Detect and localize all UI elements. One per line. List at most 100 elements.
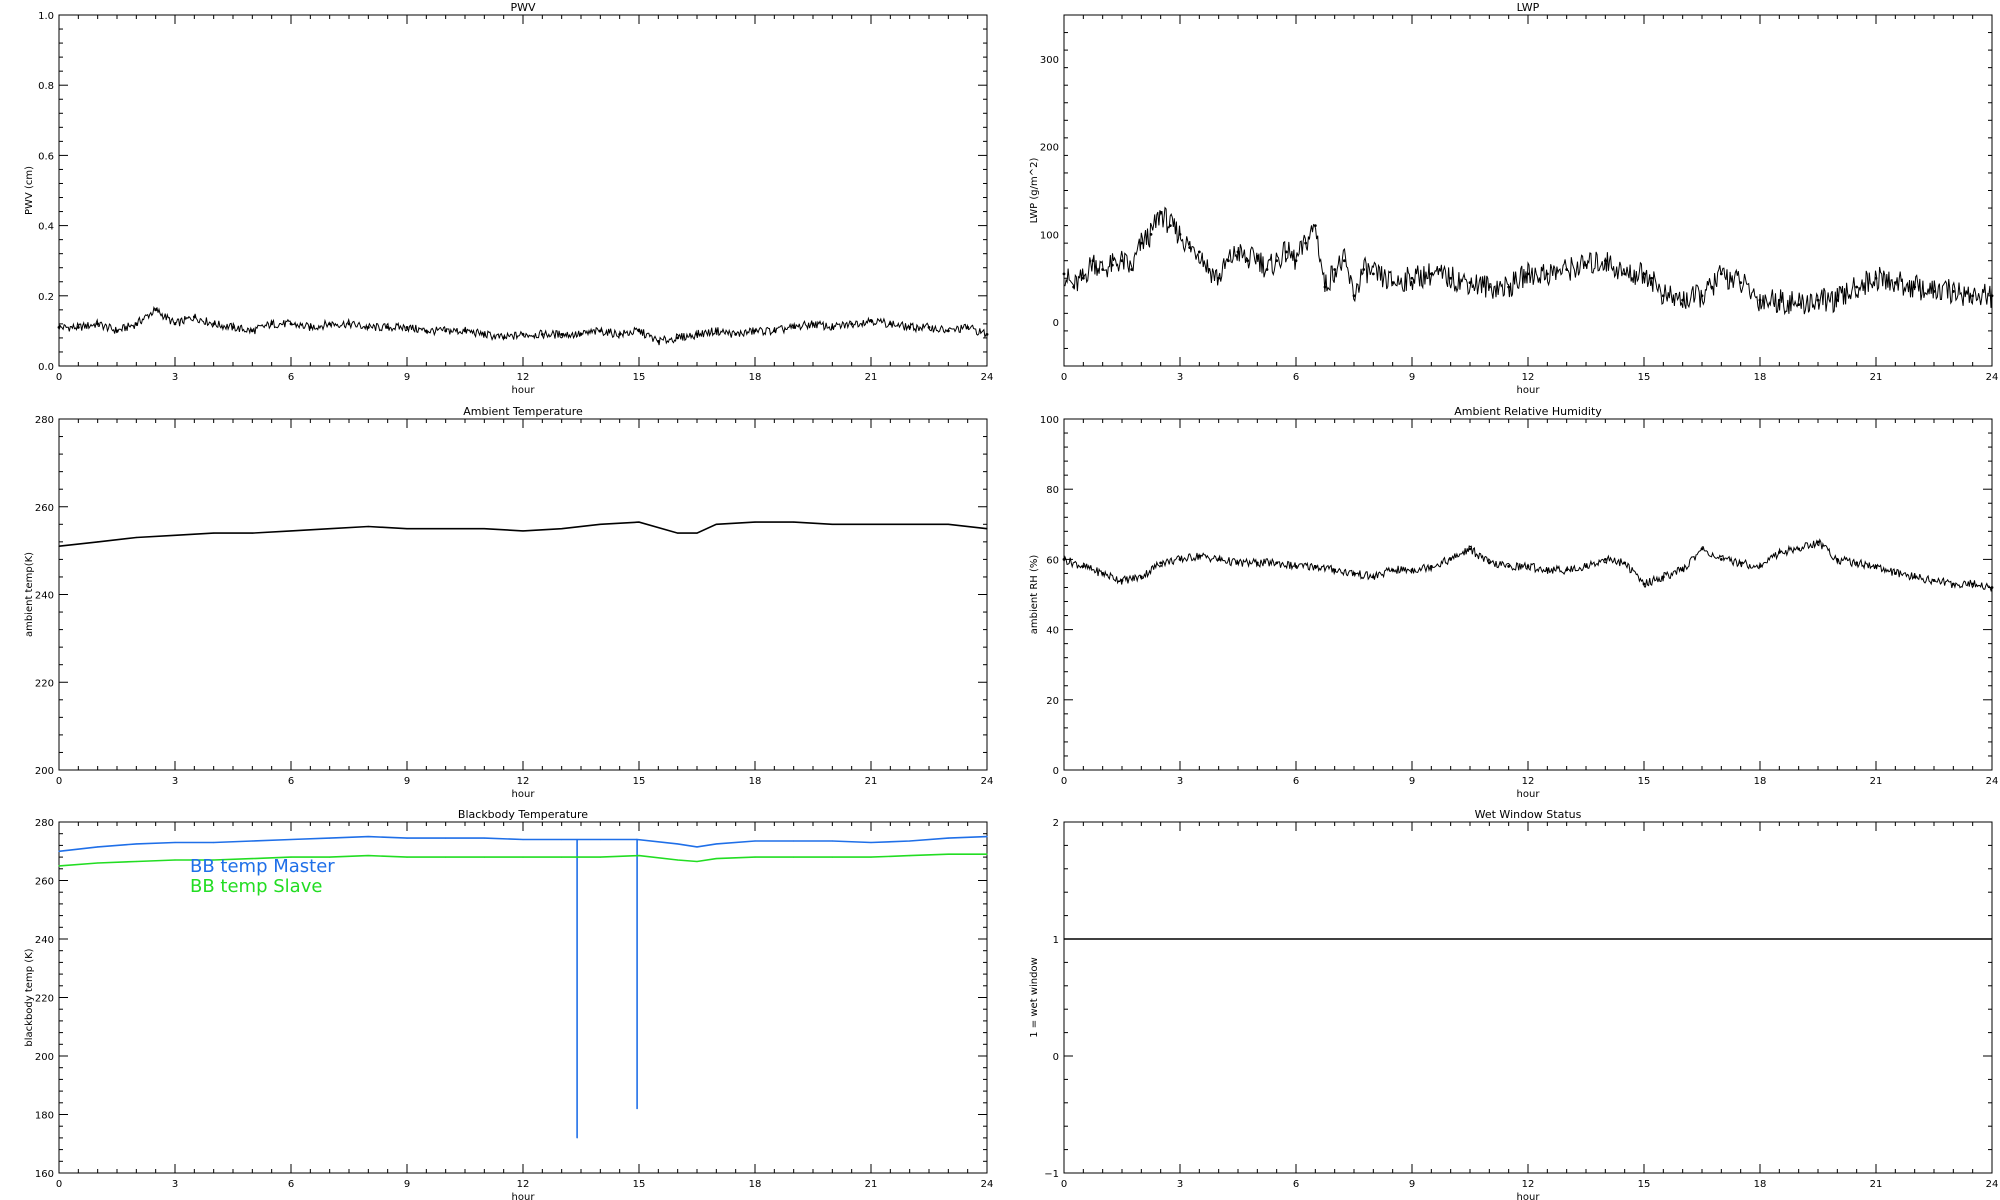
data-point [1893,281,1897,285]
data-point [1913,285,1917,289]
data-point [637,329,641,333]
series-1 [57,305,989,346]
data-point [1758,298,1762,302]
y-tick-label: 240 [35,935,54,946]
data-point [329,528,331,530]
data-point [1971,582,1975,586]
data-point [714,329,718,333]
x-tick-label: 0 [1061,372,1067,383]
data-point [1323,285,1327,289]
data-point [1062,272,1066,276]
legend-item: BB temp Slave [190,876,322,897]
x-tick-label: 12 [517,1179,530,1190]
data-point [946,329,950,333]
chart-panel-6: Wet Window Status hour 1 = wet window 0 3 6 9 1… [1029,808,1998,1200]
series-trace [1063,206,1993,316]
series-line [58,853,987,867]
data-point [1304,241,1308,245]
data-point [1197,250,1201,254]
data-point [483,856,485,858]
data-point [1246,259,1250,263]
x-tick-label: 9 [1409,372,1415,383]
x-tick-label: 15 [633,372,646,383]
data-point [1410,276,1414,280]
data-point [174,859,176,861]
data-point [1217,276,1221,280]
data-point [1178,558,1182,561]
data-point [1710,285,1714,289]
x-tick-label: 24 [1986,372,1999,383]
data-point [367,836,369,838]
series-1 [1062,206,1994,316]
data-point [754,840,756,842]
data-point [1391,281,1395,285]
data-point [677,843,679,845]
data-point [1990,294,1994,298]
y-tick-label: 280 [35,818,54,829]
x-tick-label: 18 [1754,1179,1767,1190]
data-point [1681,298,1685,302]
data-point [1149,232,1153,236]
data-point [888,322,892,326]
chart-title: Blackbody Temperature [458,808,588,821]
data-point [1178,232,1182,236]
data-point [1072,285,1076,289]
x-tick-label: 24 [981,776,994,787]
y-axis-label: PWV (cm) [24,166,35,215]
y-tick-label: 200 [35,766,54,777]
data-point [1855,285,1859,289]
data-point [1333,268,1337,271]
data-point [1284,250,1288,254]
data-point [636,1108,638,1110]
data-point [174,534,176,536]
data-point [308,325,312,329]
data-point [676,336,680,340]
data-point [1207,268,1211,271]
data-point [329,856,331,858]
data-point [1352,294,1356,298]
chart-title: Ambient Relative Humidity [1454,405,1602,418]
data-point [947,837,949,839]
data-point [1188,246,1192,249]
data-point [1990,586,1994,589]
x-tick-label: 3 [172,372,178,383]
x-tick-label: 3 [1177,1179,1183,1190]
x-tick-label: 24 [1986,776,1999,787]
data-point [251,532,253,534]
data-point [1063,938,1065,940]
data-point [1197,554,1201,558]
data-point [115,329,119,333]
data-point [192,315,196,319]
x-tick-label: 18 [749,776,762,787]
plot-frame [58,14,988,367]
data-point [636,838,638,841]
x-tick-label: 24 [981,372,994,383]
data-point [734,333,738,336]
data-point [213,841,215,844]
data-point [1313,224,1317,228]
data-point [677,532,679,534]
data-point [213,859,215,861]
x-tick-label: 3 [1177,776,1183,787]
data-point [1159,211,1163,214]
data-point [1139,575,1143,579]
data-point [1362,268,1366,271]
data-point [696,532,698,534]
data-point [1236,250,1240,254]
data-point [406,528,408,530]
data-point [1371,272,1375,276]
data-point [1371,575,1375,579]
series-2 [58,853,988,867]
series-1 [58,521,988,547]
data-point [1739,281,1743,285]
x-tick-label: 6 [288,1179,294,1190]
data-point [599,523,601,525]
data-point [1739,561,1743,565]
data-point [1893,572,1897,575]
x-tick-label: 6 [1293,1179,1299,1190]
y-tick-label: 100 [1040,415,1059,426]
data-point [97,541,99,543]
data-point [598,329,602,333]
y-tick-label: 0.6 [38,151,54,162]
data-point [599,856,601,858]
